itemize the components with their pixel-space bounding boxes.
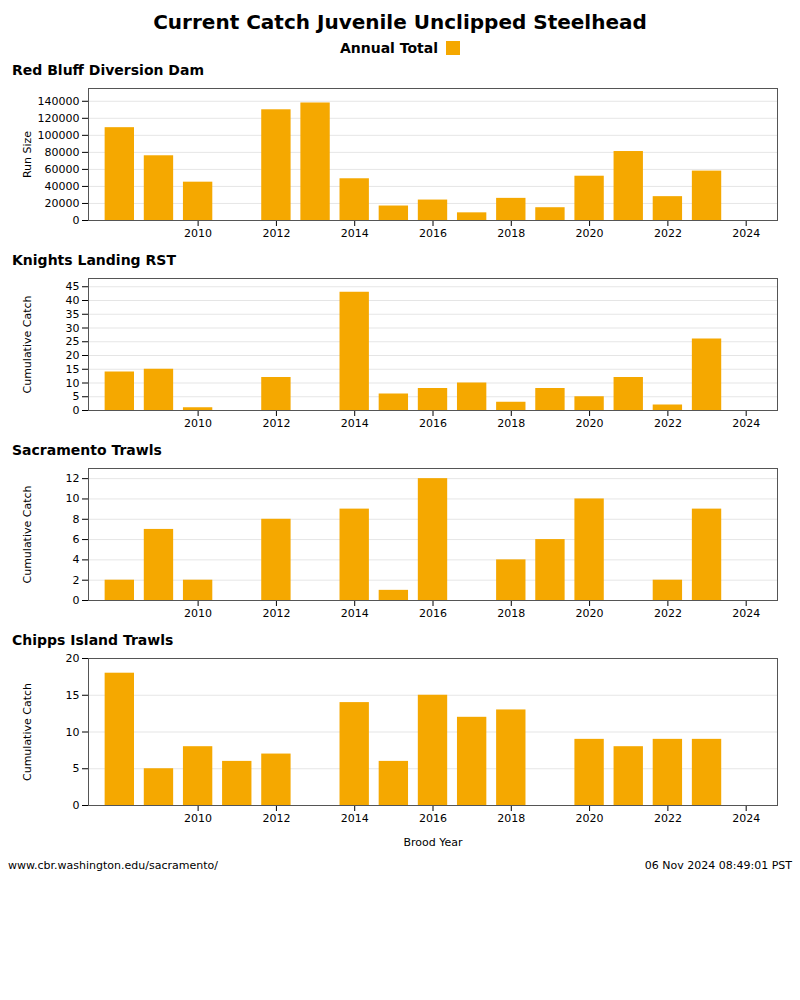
svg-text:8: 8 xyxy=(73,513,80,526)
html-text:Chipps Island Trawls: Chipps Island Trawls xyxy=(12,632,174,648)
svg-text:Run Size: Run Size xyxy=(21,131,34,178)
svg-text:Brood Year: Brood Year xyxy=(403,836,463,849)
svg-text:2014: 2014 xyxy=(341,417,369,430)
svg-text:2: 2 xyxy=(73,574,80,587)
svg-text:2010: 2010 xyxy=(184,227,212,240)
svg-text:15: 15 xyxy=(66,363,80,376)
svg-text:2012: 2012 xyxy=(262,812,290,825)
svg-text:60000: 60000 xyxy=(45,163,80,176)
html-text:Knights Landing RST: Knights Landing RST xyxy=(12,252,176,268)
svg-text:2010: 2010 xyxy=(184,812,212,825)
svg-text:12: 12 xyxy=(66,472,80,485)
svg-text:2024: 2024 xyxy=(732,812,760,825)
svg-text:2024: 2024 xyxy=(732,417,760,430)
svg-text:35: 35 xyxy=(66,308,80,321)
svg-text:20000: 20000 xyxy=(45,197,80,210)
html-text:Current Catch Juvenile Unclipp: Current Catch Juvenile Unclipped Steelhe… xyxy=(153,10,647,34)
svg-text:0: 0 xyxy=(73,594,80,607)
svg-text:2016: 2016 xyxy=(419,812,447,825)
html-text:Annual Total: Annual Total xyxy=(339,40,438,56)
svg-text:40: 40 xyxy=(66,294,80,307)
svg-text:2020: 2020 xyxy=(576,607,604,620)
svg-text:45: 45 xyxy=(66,280,80,293)
svg-text:2022: 2022 xyxy=(654,417,682,430)
svg-text:2010: 2010 xyxy=(184,417,212,430)
svg-text:2014: 2014 xyxy=(341,812,369,825)
svg-text:2020: 2020 xyxy=(576,227,604,240)
svg-text:2022: 2022 xyxy=(654,227,682,240)
svg-text:20: 20 xyxy=(66,349,80,362)
svg-text:2012: 2012 xyxy=(262,227,290,240)
svg-text:5: 5 xyxy=(73,390,80,403)
svg-text:30: 30 xyxy=(66,322,80,335)
svg-text:0: 0 xyxy=(73,404,80,417)
svg-text:20: 20 xyxy=(66,652,80,665)
html-text:06 Nov 2024 08:49:01 PST: 06 Nov 2024 08:49:01 PST xyxy=(644,859,792,872)
svg-text:2012: 2012 xyxy=(262,607,290,620)
svg-text:5: 5 xyxy=(73,762,80,775)
svg-text:Cumulative Catch: Cumulative Catch xyxy=(21,683,34,781)
svg-text:2024: 2024 xyxy=(732,607,760,620)
svg-text:2014: 2014 xyxy=(341,227,369,240)
svg-text:15: 15 xyxy=(66,689,80,702)
svg-text:100000: 100000 xyxy=(38,129,80,142)
svg-text:2018: 2018 xyxy=(497,417,525,430)
svg-text:2024: 2024 xyxy=(732,227,760,240)
svg-text:0: 0 xyxy=(73,799,80,812)
html-text:Sacramento Trawls: Sacramento Trawls xyxy=(12,442,162,458)
svg-text:6: 6 xyxy=(73,533,80,546)
svg-text:2018: 2018 xyxy=(497,607,525,620)
svg-text:0: 0 xyxy=(73,214,80,227)
svg-text:2020: 2020 xyxy=(576,812,604,825)
svg-text:Cumulative Catch: Cumulative Catch xyxy=(21,295,34,393)
svg-text:25: 25 xyxy=(66,335,80,348)
svg-text:2022: 2022 xyxy=(654,812,682,825)
html-text:www.cbr.washington.edu/sacrame: www.cbr.washington.edu/sacramento/ xyxy=(8,859,218,872)
svg-text:2012: 2012 xyxy=(262,417,290,430)
svg-text:2022: 2022 xyxy=(654,607,682,620)
svg-text:40000: 40000 xyxy=(45,180,80,193)
svg-text:4: 4 xyxy=(73,553,80,566)
svg-text:2018: 2018 xyxy=(497,812,525,825)
svg-text:2010: 2010 xyxy=(184,607,212,620)
html-text:Red Bluff Diversion Dam: Red Bluff Diversion Dam xyxy=(12,62,204,78)
svg-text:10: 10 xyxy=(66,492,80,505)
svg-text:10: 10 xyxy=(66,726,80,739)
svg-text:Cumulative Catch: Cumulative Catch xyxy=(21,485,34,583)
svg-text:120000: 120000 xyxy=(38,112,80,125)
svg-text:140000: 140000 xyxy=(38,95,80,108)
svg-text:80000: 80000 xyxy=(45,146,80,159)
svg-text:2014: 2014 xyxy=(341,607,369,620)
svg-text:2018: 2018 xyxy=(497,227,525,240)
svg-text:2020: 2020 xyxy=(576,417,604,430)
svg-text:10: 10 xyxy=(66,377,80,390)
svg-text:2016: 2016 xyxy=(419,417,447,430)
svg-text:2016: 2016 xyxy=(419,227,447,240)
svg-text:2016: 2016 xyxy=(419,607,447,620)
